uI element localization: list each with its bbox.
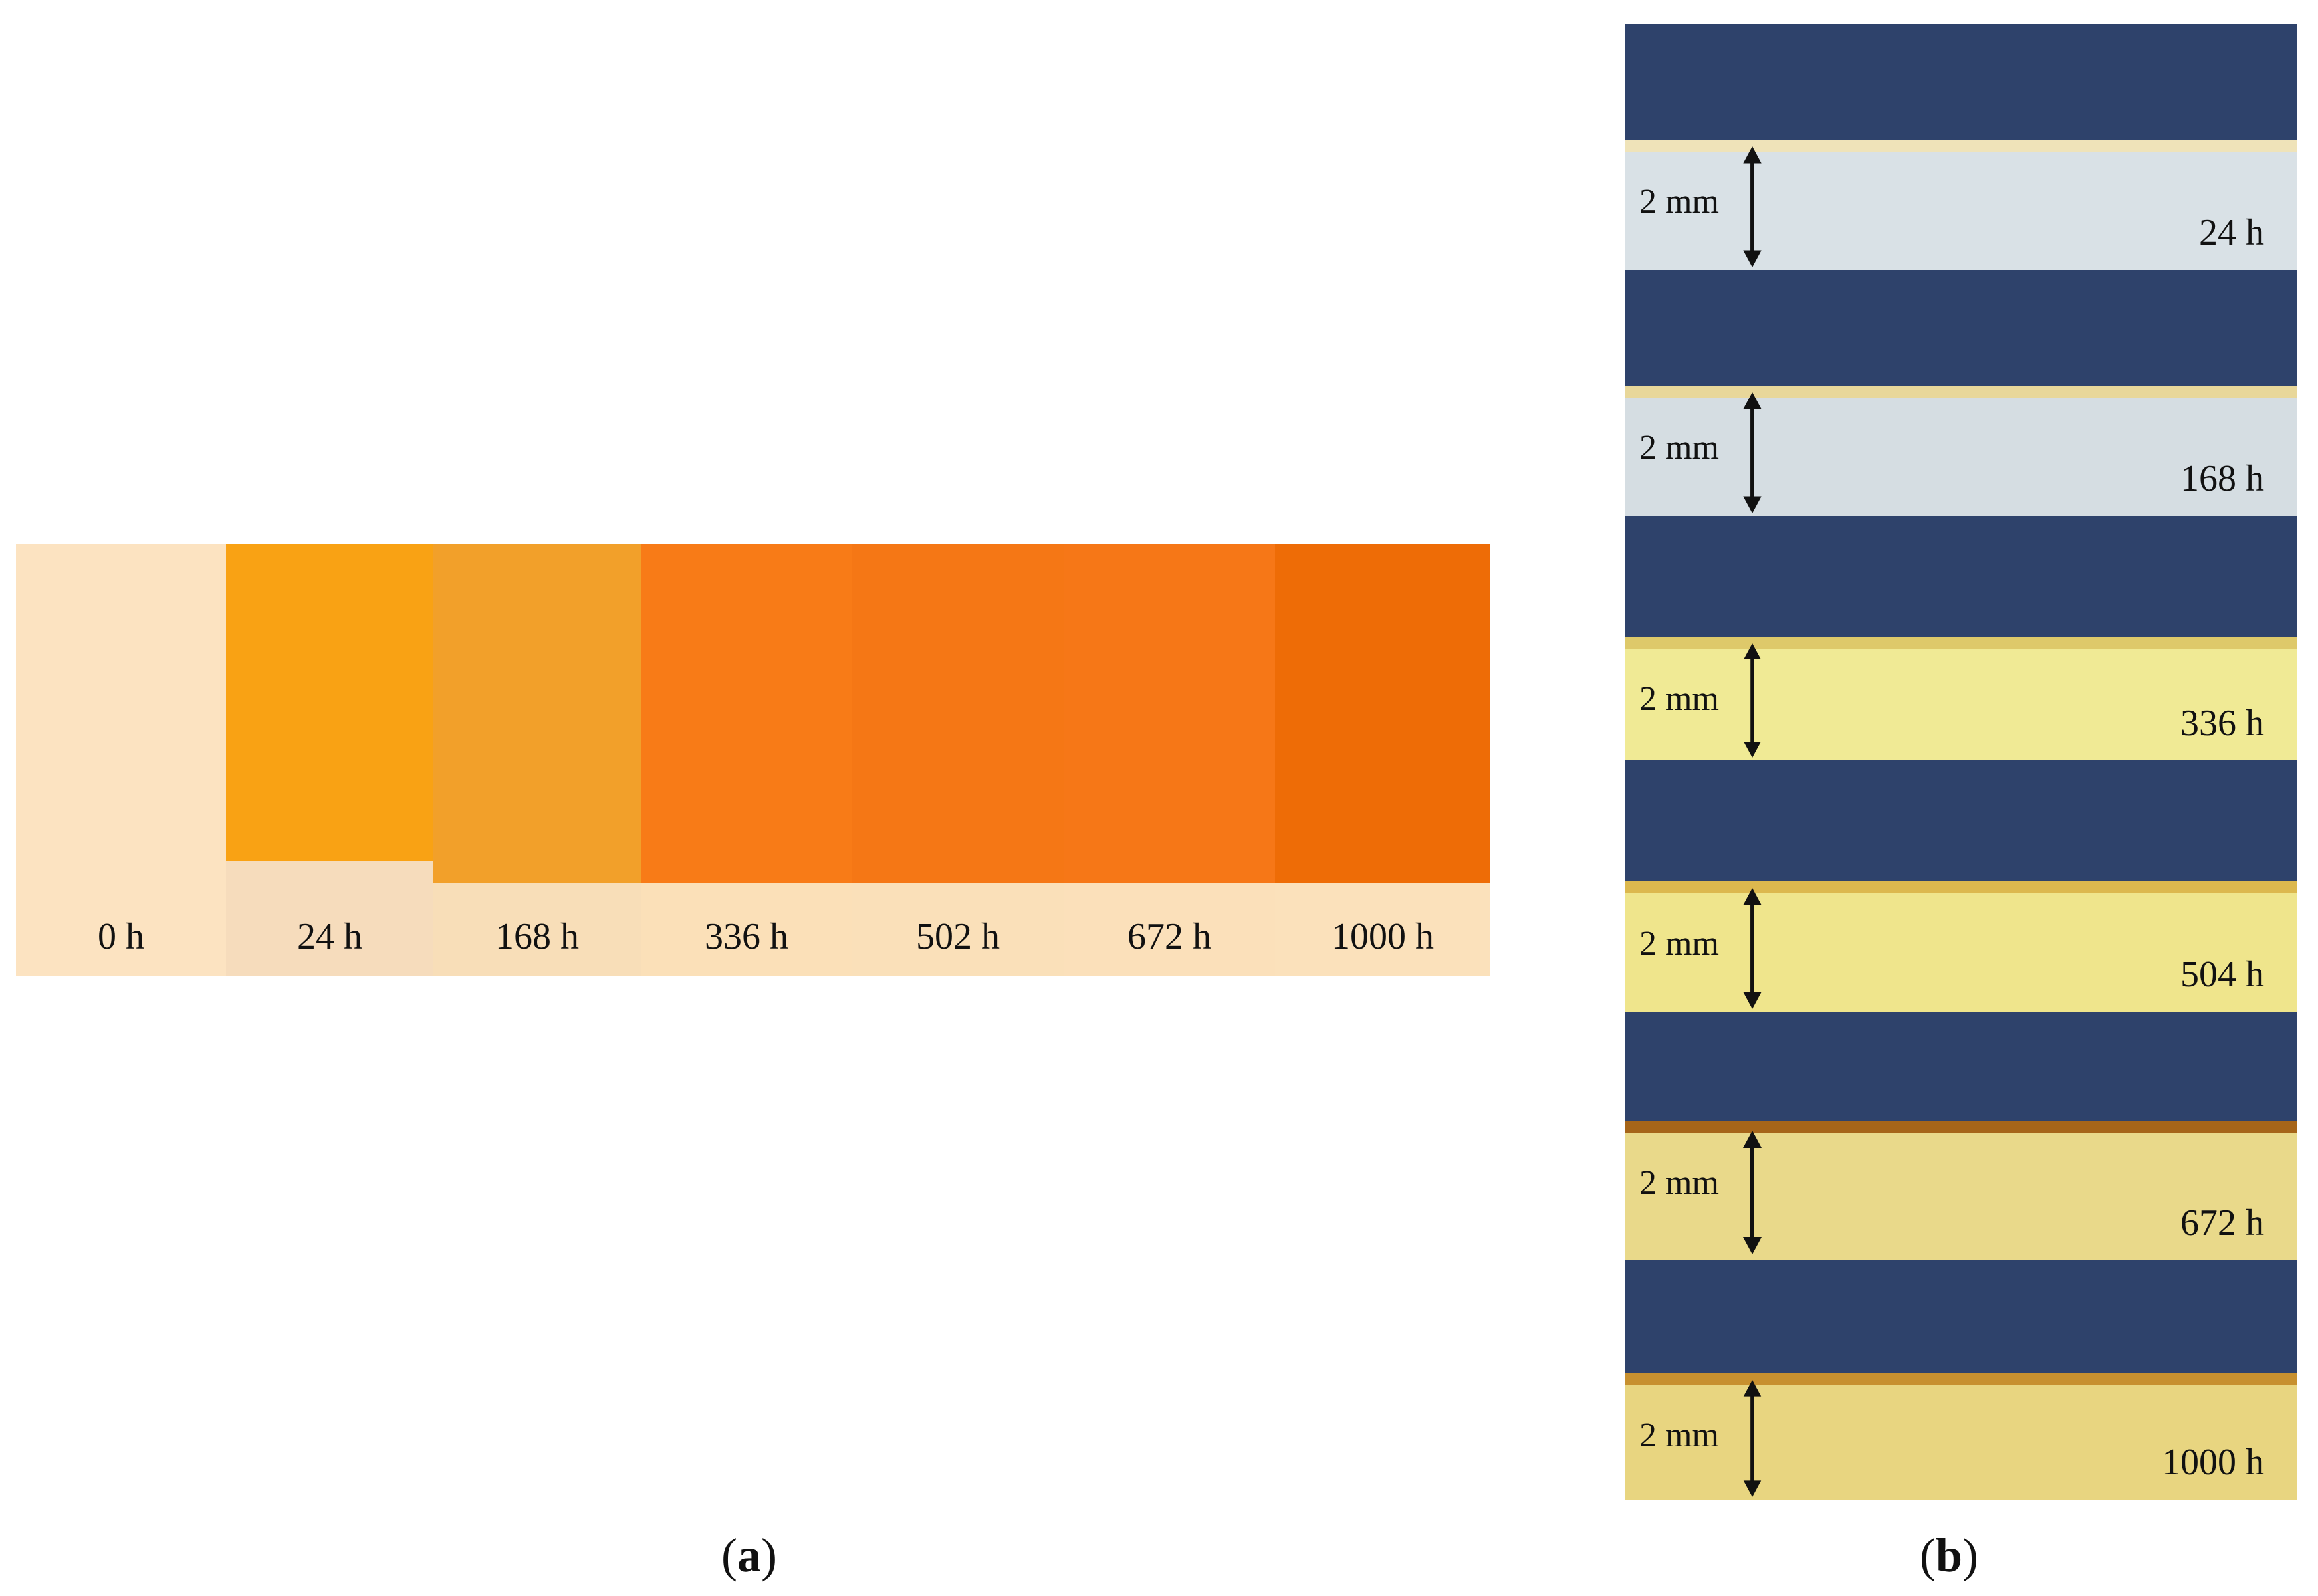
sample-colored-zone bbox=[1275, 544, 1490, 883]
sample-colored-zone bbox=[1064, 544, 1275, 883]
strip-time-label: 168 h bbox=[2180, 458, 2264, 499]
double-arrow-icon bbox=[1743, 888, 1762, 1009]
strip-surface-edge bbox=[1625, 637, 2297, 649]
cross-section-strip: 2 mm 24 h bbox=[1625, 140, 2297, 270]
sample-time-label: 672 h bbox=[1127, 916, 1211, 957]
double-arrow-icon bbox=[1743, 1380, 1762, 1497]
sample-5: 672 h bbox=[1064, 544, 1275, 976]
sample-colored-zone bbox=[16, 544, 226, 976]
sample-time-label: 24 h bbox=[297, 916, 362, 957]
strip-surface-edge bbox=[1625, 386, 2297, 398]
sample-1: 24 h bbox=[226, 544, 433, 976]
sample-colored-zone bbox=[226, 544, 433, 861]
strip-time-label: 336 h bbox=[2180, 703, 2264, 744]
sample-colored-zone bbox=[641, 544, 852, 883]
strip-time-label: 504 h bbox=[2180, 954, 2264, 995]
sample-0: 0 h bbox=[16, 544, 226, 976]
strip-surface-edge bbox=[1625, 881, 2297, 893]
sample-colored-zone bbox=[852, 544, 1064, 883]
sample-time-label: 0 h bbox=[98, 916, 144, 957]
scale-label: 2 mm bbox=[1639, 680, 1719, 718]
sample-time-label: 502 h bbox=[916, 916, 1000, 957]
strip-time-label: 1000 h bbox=[2162, 1442, 2264, 1483]
sample-6: 1000 h bbox=[1275, 544, 1490, 976]
strip-surface-edge bbox=[1625, 1373, 2297, 1385]
strip-surface-edge bbox=[1625, 140, 2297, 152]
double-arrow-icon bbox=[1744, 643, 1761, 758]
caption-b: (b) bbox=[1920, 1529, 1979, 1582]
cross-section-strip: 2 mm 168 h bbox=[1625, 386, 2297, 516]
scale-label: 2 mm bbox=[1639, 183, 1719, 221]
sample-colored-zone bbox=[433, 544, 641, 883]
scale-label: 2 mm bbox=[1639, 429, 1719, 467]
cross-section-strip: 2 mm 672 h bbox=[1625, 1121, 2297, 1260]
scale-label: 2 mm bbox=[1639, 925, 1719, 963]
panel-b-cross-sections: 2 mm 24 h 2 mm 168 h 2 mm 336 h 2 mm 504 h 2 mm 6… bbox=[1625, 24, 2297, 1500]
cross-section-strip: 2 mm 336 h bbox=[1625, 637, 2297, 760]
strip-time-label: 24 h bbox=[2199, 212, 2264, 253]
cross-section-strip: 2 mm 504 h bbox=[1625, 881, 2297, 1012]
sample-time-label: 1000 h bbox=[1332, 916, 1434, 957]
panel-a-color-samples: 0 h 24 h 168 h 336 h 502 h 672 h 1000 h bbox=[16, 544, 1490, 976]
sample-2: 168 h bbox=[433, 544, 641, 976]
double-arrow-icon bbox=[1743, 1131, 1762, 1254]
sample-4: 502 h bbox=[852, 544, 1064, 976]
sample-time-label: 336 h bbox=[705, 916, 788, 957]
sample-time-label: 168 h bbox=[495, 916, 579, 957]
caption-a: (a) bbox=[721, 1529, 777, 1582]
strip-surface-edge bbox=[1625, 1121, 2297, 1133]
strip-time-label: 672 h bbox=[2180, 1202, 2264, 1244]
cross-section-strip: 2 mm 1000 h bbox=[1625, 1373, 2297, 1500]
scale-label: 2 mm bbox=[1639, 1417, 1719, 1454]
double-arrow-icon bbox=[1743, 146, 1762, 267]
double-arrow-icon bbox=[1743, 392, 1762, 513]
sample-3: 336 h bbox=[641, 544, 852, 976]
scale-label: 2 mm bbox=[1639, 1164, 1719, 1202]
